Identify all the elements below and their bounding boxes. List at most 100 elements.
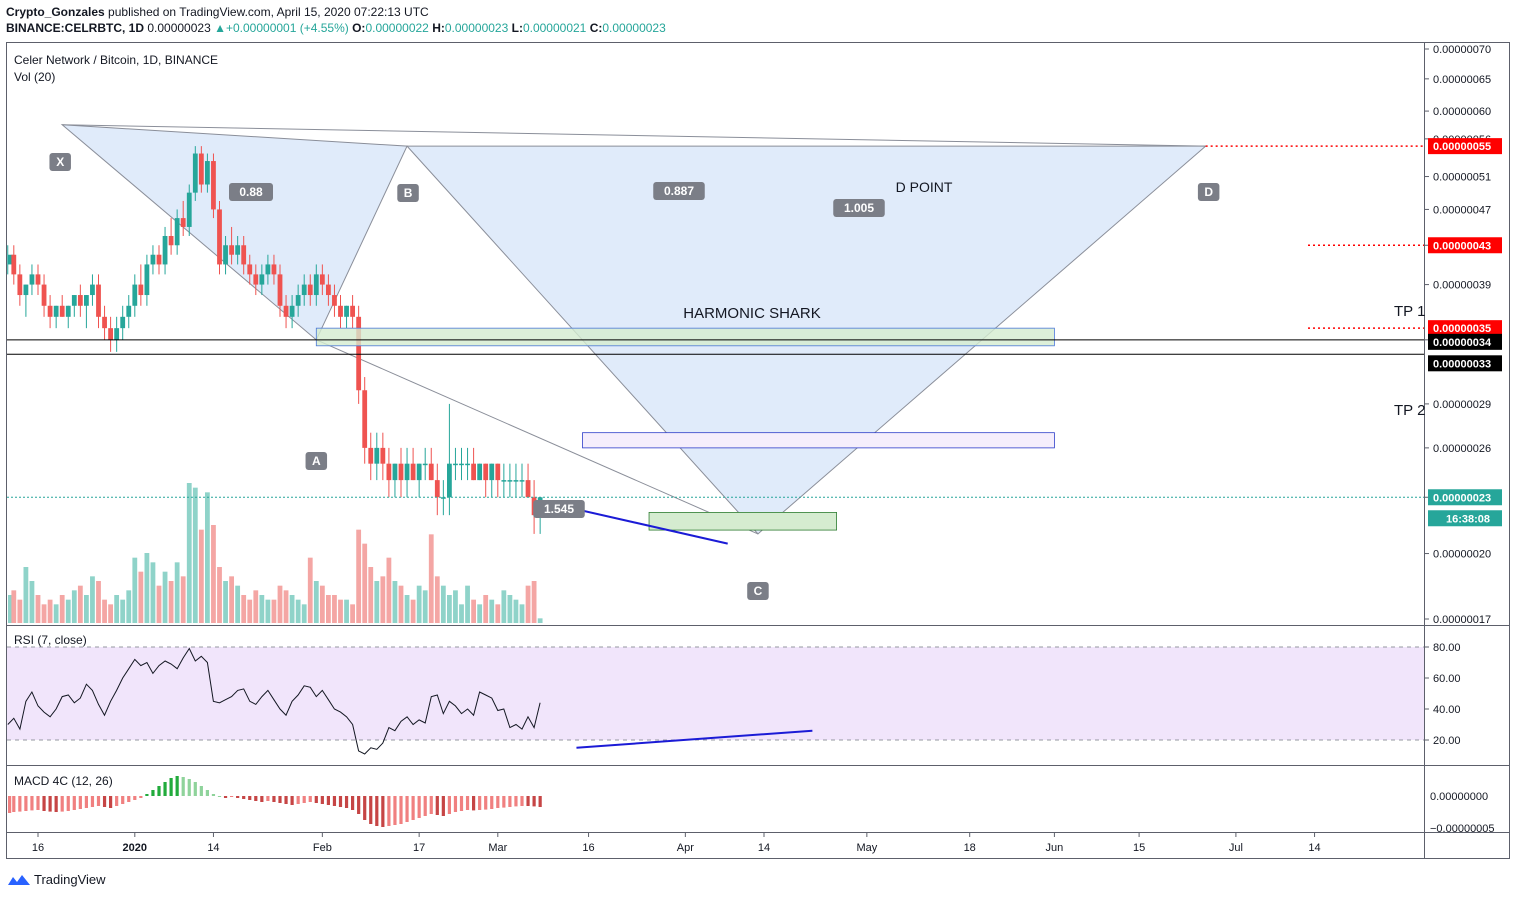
volume-bar — [253, 590, 259, 623]
candle-body — [198, 153, 204, 185]
volume-bar — [313, 581, 319, 623]
macd-histogram-bar — [163, 782, 167, 796]
time-tick-label: 16 — [582, 842, 594, 854]
price-axis[interactable]: 0.000000700.000000650.000000600.00000056… — [1424, 44, 1502, 835]
volume-bar — [537, 618, 543, 623]
macd-histogram-bar — [211, 794, 216, 796]
candle-body — [301, 284, 307, 296]
candle-body — [108, 328, 113, 340]
time-axis[interactable]: 16 2020 14 Feb 17 Mar 16 Apr 14 May 18 Jun 15 Jul 14 — [32, 832, 1321, 854]
volume-bar — [489, 599, 495, 623]
macd-histogram-bar — [526, 796, 530, 806]
candle-body — [223, 245, 228, 265]
candle-body — [253, 274, 259, 285]
volume-bar — [392, 581, 398, 623]
volume-bar — [350, 604, 355, 623]
candle-body — [23, 284, 29, 296]
macd-histogram-bar — [127, 796, 131, 802]
author-name[interactable]: Crypto_Gonzales — [6, 5, 105, 19]
point-a-label-badge — [305, 452, 328, 470]
point-a-label: A — [312, 454, 321, 468]
ratio-0887-label: 0.887 — [664, 184, 694, 198]
candle-body — [410, 463, 416, 481]
macd-histogram-bar — [230, 796, 234, 797]
candle-body — [447, 463, 452, 498]
rsi-tick-label: 80.00 — [1433, 642, 1461, 654]
volume-bar — [11, 590, 17, 623]
volume-bar — [162, 571, 168, 623]
volume-bar — [386, 557, 392, 623]
volume-bar — [283, 590, 289, 623]
macd-histogram-bar — [429, 796, 433, 814]
candle-body — [84, 295, 89, 306]
candle-body — [307, 284, 313, 296]
macd-histogram-bar — [223, 796, 228, 798]
macd-histogram-bar — [399, 796, 403, 824]
candle-body — [217, 209, 222, 265]
macd-histogram-bar — [133, 796, 137, 800]
volume-bar — [150, 562, 156, 623]
macd-histogram-bar — [205, 790, 209, 796]
tradingview-footer[interactable]: TradingView — [8, 872, 106, 887]
volume-bar — [404, 595, 410, 623]
macd-histogram-bar — [484, 796, 488, 810]
macd-histogram-bar — [314, 796, 318, 803]
candle-body — [192, 153, 198, 193]
macd-histogram-bar — [532, 796, 536, 807]
point-x-label-badge — [49, 153, 71, 171]
volume-bar — [247, 599, 253, 623]
macd-histogram-bar — [296, 796, 300, 804]
volume-bar — [29, 581, 35, 623]
volume-bar — [301, 604, 307, 623]
chart-canvas[interactable]: 0.000000700.000000650.000000600.00000056… — [0, 0, 1518, 870]
point-d-label-badge — [1197, 183, 1220, 201]
candle-body — [416, 463, 422, 481]
tradingview-logo-icon — [8, 874, 30, 885]
rsi-trendline — [576, 729, 813, 749]
macd-histogram-bar — [24, 796, 28, 811]
macd-histogram-bar — [109, 796, 113, 808]
candle-body — [41, 284, 47, 306]
candle-body — [235, 245, 241, 255]
candle-body — [11, 254, 17, 275]
candle-body — [156, 254, 162, 265]
volume-bar — [138, 571, 144, 623]
macd-histogram-bar — [266, 796, 270, 801]
candle-body — [229, 245, 234, 255]
macd-histogram-bar — [12, 796, 16, 812]
ac-line — [316, 339, 759, 535]
macd-histogram-bar — [272, 796, 276, 802]
time-tick-label: Apr — [677, 842, 694, 854]
low-value: 0.00000021 — [522, 21, 587, 35]
candle-body — [65, 305, 71, 317]
candle-body — [162, 235, 168, 265]
candle-body — [356, 316, 362, 391]
candle-body — [362, 390, 368, 448]
candle-body — [404, 463, 410, 481]
time-tick-label: 14 — [207, 842, 219, 854]
price-trendline — [570, 506, 728, 545]
macd-histogram-bar — [139, 796, 143, 798]
time-tick-label: May — [856, 842, 877, 854]
volume-bar — [47, 599, 53, 623]
candle-body — [422, 463, 428, 466]
price-tick-label: 0.00000065 — [1433, 74, 1491, 86]
price-tick-label: 0.00000029 — [1433, 399, 1491, 411]
candle-body — [459, 463, 464, 466]
macd-histogram-bar — [78, 796, 82, 809]
macd-histogram-bar — [447, 796, 451, 814]
rsi-line — [7, 647, 541, 755]
volume-bar — [192, 487, 198, 623]
macd-histogram-bar — [115, 796, 119, 806]
macd-histogram-bar — [96, 796, 101, 806]
open-label: O: — [352, 21, 366, 35]
macd-histogram-bar — [284, 796, 288, 804]
macd-histogram-bar — [84, 796, 88, 808]
price-label-text: 0.00000034 — [1433, 337, 1492, 349]
candle-body — [29, 274, 35, 285]
macd-histogram-bar — [18, 796, 22, 812]
volume-bar — [295, 599, 301, 623]
macd-histogram-bar — [381, 796, 385, 827]
volume-bar — [434, 576, 440, 623]
candle-body — [513, 480, 519, 482]
